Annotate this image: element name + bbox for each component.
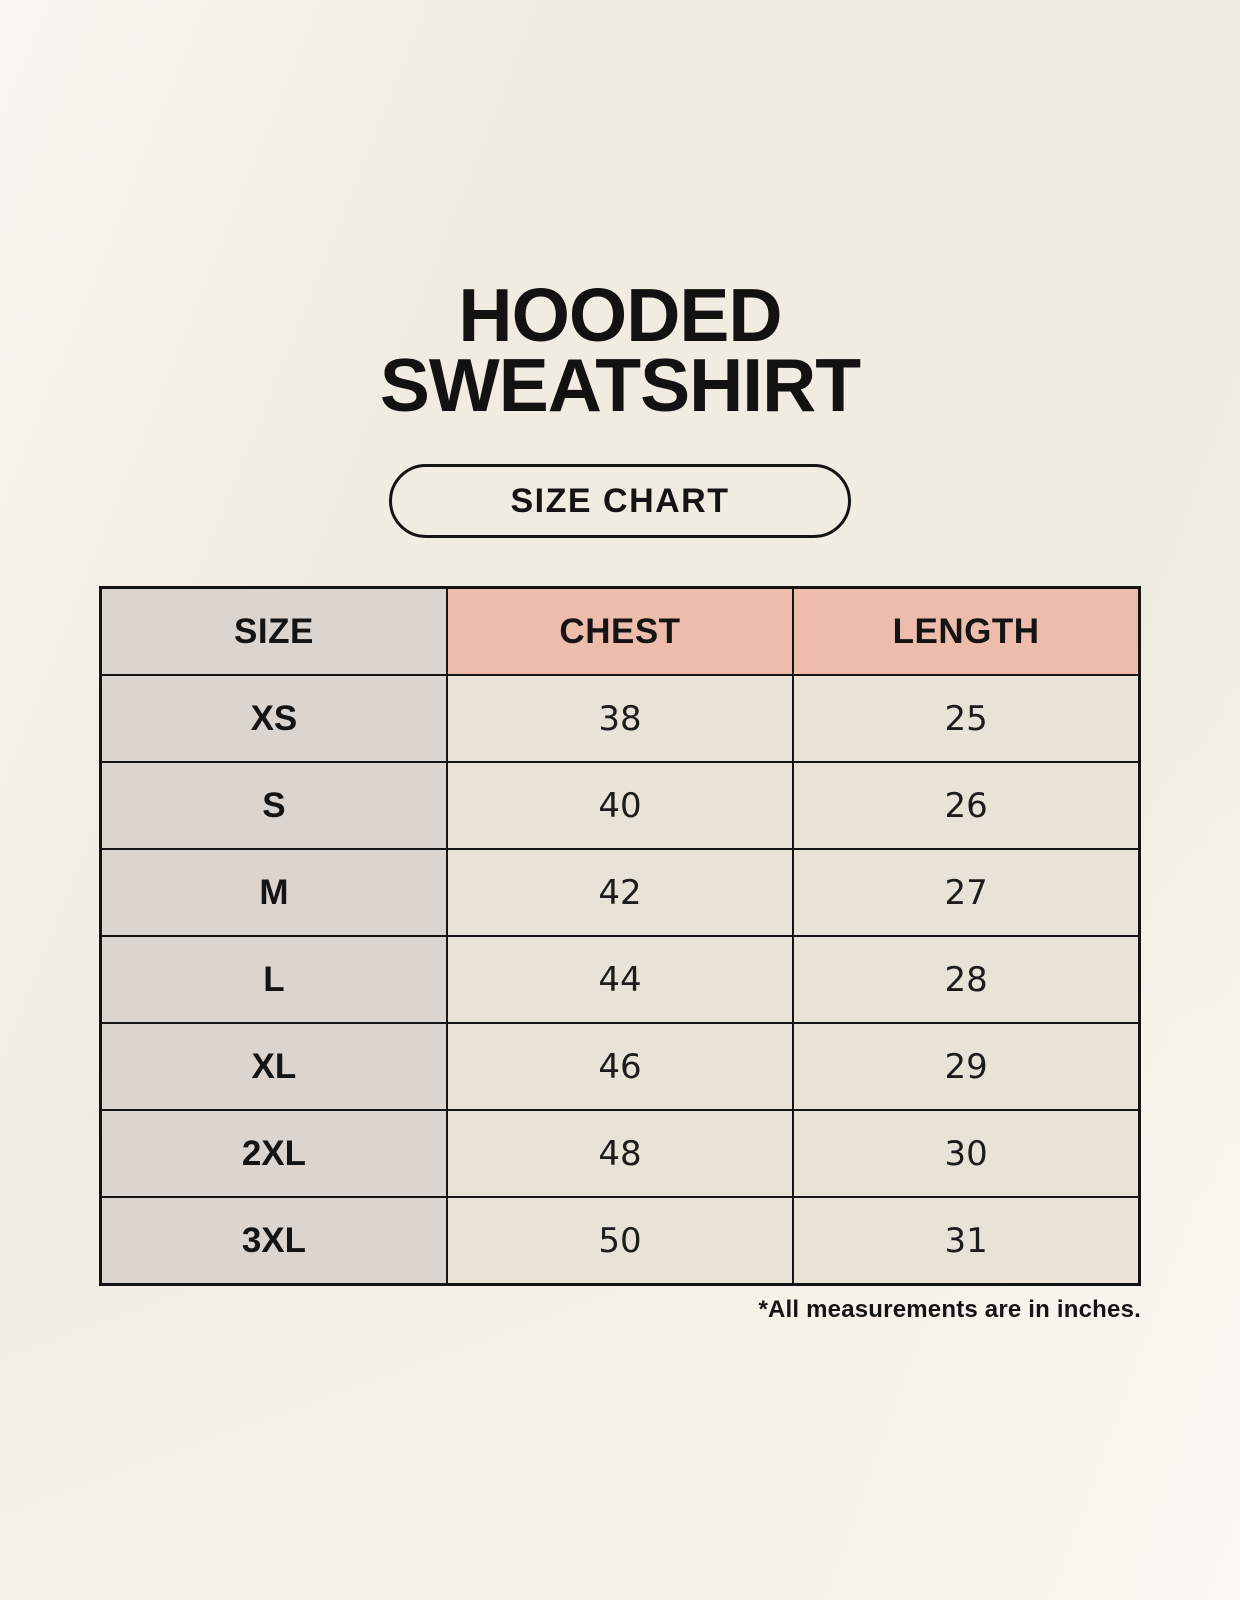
table-row: 3XL 50 31 xyxy=(99,1196,1141,1286)
table-row: 2XL 48 30 xyxy=(99,1109,1141,1198)
length-value: 31 xyxy=(792,1196,1141,1286)
column-header-chest: CHEST xyxy=(445,586,795,676)
size-chart-button[interactable]: SIZE CHART xyxy=(389,464,851,538)
size-label: S xyxy=(99,761,448,850)
table-row: XL 46 29 xyxy=(99,1022,1141,1111)
chest-value: 48 xyxy=(445,1109,795,1198)
chest-value: 38 xyxy=(445,674,795,763)
size-label: L xyxy=(99,935,448,1024)
chest-value: 50 xyxy=(445,1196,795,1286)
page-title-line2: SWEATSHIRT xyxy=(379,343,861,427)
table-row: L 44 28 xyxy=(99,935,1141,1024)
length-value: 27 xyxy=(792,848,1141,937)
size-label: XL xyxy=(99,1022,448,1111)
length-value: 30 xyxy=(792,1109,1141,1198)
page-title: HOODED SWEATSHIRT xyxy=(0,0,1240,427)
size-label: M xyxy=(99,848,448,937)
column-header-length: LENGTH xyxy=(792,586,1141,676)
chest-value: 46 xyxy=(445,1022,795,1111)
size-chart-badge-wrap: SIZE CHART xyxy=(0,464,1240,538)
size-label: XS xyxy=(99,674,448,763)
measurements-footnote: *All measurements are in inches. xyxy=(758,1296,1141,1323)
table-row: M 42 27 xyxy=(99,848,1141,937)
length-value: 26 xyxy=(792,761,1141,850)
size-label: 2XL xyxy=(99,1109,448,1198)
table-row: XS 38 25 xyxy=(99,674,1141,763)
size-label: 3XL xyxy=(99,1196,448,1286)
length-value: 25 xyxy=(792,674,1141,763)
table-header-row: SIZE CHEST LENGTH xyxy=(99,586,1141,676)
page-title-line1: HOODED xyxy=(458,273,782,357)
chest-value: 40 xyxy=(445,761,795,850)
table-row: S 40 26 xyxy=(99,761,1141,850)
length-value: 29 xyxy=(792,1022,1141,1111)
length-value: 28 xyxy=(792,935,1141,1024)
chest-value: 42 xyxy=(445,848,795,937)
chest-value: 44 xyxy=(445,935,795,1024)
size-chart-table: SIZE CHEST LENGTH XS 38 25 S 40 26 M 42 … xyxy=(99,586,1141,1286)
column-header-size: SIZE xyxy=(99,586,448,676)
